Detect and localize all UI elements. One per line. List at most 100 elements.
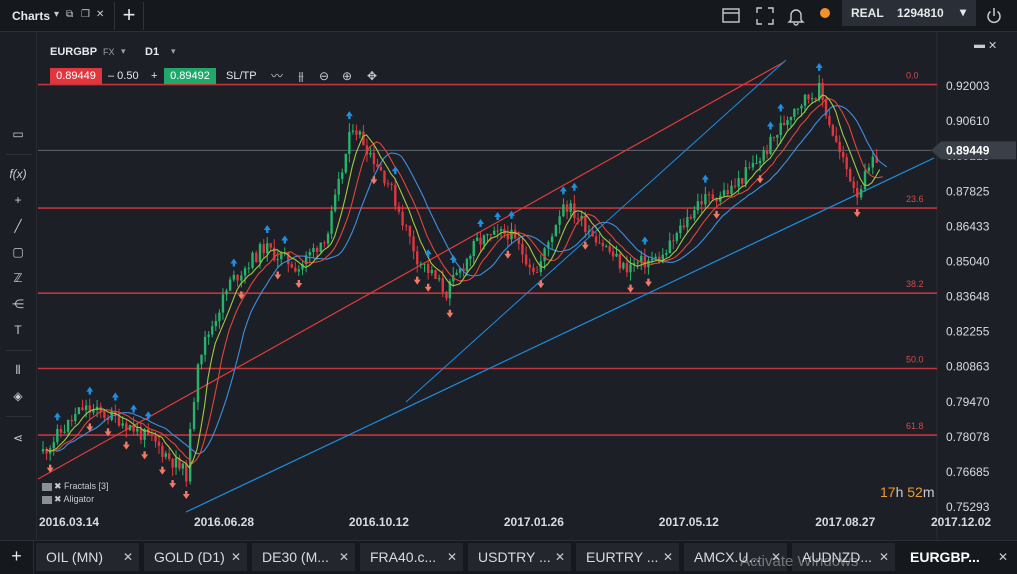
text-icon[interactable]: T bbox=[14, 323, 22, 337]
candle-body bbox=[722, 190, 726, 196]
candle-body bbox=[565, 204, 569, 212]
timeframe-selector[interactable]: D1 bbox=[145, 46, 160, 58]
fractal-up-arrow bbox=[391, 166, 399, 175]
close-icon[interactable]: ✕ bbox=[338, 550, 349, 564]
candle-body bbox=[132, 425, 135, 432]
candle-body bbox=[821, 82, 824, 100]
fractal-up-arrow bbox=[263, 224, 271, 233]
fractal-down-arrow bbox=[46, 464, 54, 473]
tab-oil[interactable]: OIL (MN) ✕ bbox=[36, 543, 140, 571]
layout-icon[interactable] bbox=[721, 6, 741, 26]
tab-eurtry[interactable]: EURTRY ... ✕ bbox=[576, 543, 680, 571]
candle-body bbox=[150, 434, 154, 437]
chart-panel[interactable]: 0.920030.906100.892180.878250.864330.850… bbox=[38, 32, 1017, 540]
candle-body bbox=[748, 167, 751, 169]
indicators-icon[interactable]: ⫴ bbox=[15, 363, 21, 377]
sell-button[interactable]: 0.89449 bbox=[50, 68, 102, 84]
legend-fractals[interactable]: ✖ Fractals [3] bbox=[42, 481, 109, 492]
trendline-icon[interactable]: ╱ bbox=[14, 219, 22, 233]
close-icon[interactable]: ✕ bbox=[662, 550, 673, 564]
buy-button[interactable]: 0.89492 bbox=[164, 68, 216, 84]
zoom-out-icon[interactable]: ⊖ bbox=[318, 69, 330, 83]
fractal-down-arrow bbox=[274, 271, 282, 280]
tab-gold[interactable]: GOLD (D1) ✕ bbox=[144, 543, 248, 571]
candles-icon[interactable]: ⫵ bbox=[298, 69, 304, 83]
crosshair-icon[interactable]: + bbox=[14, 193, 22, 207]
legend-alligator[interactable]: ✖ Aligator bbox=[42, 494, 94, 505]
fractal-up-arrow bbox=[144, 411, 152, 420]
close-icon[interactable]: ✕ bbox=[878, 550, 889, 564]
candle-body bbox=[661, 254, 664, 263]
candle-body bbox=[643, 255, 647, 268]
close-icon[interactable]: ✕ bbox=[230, 550, 241, 564]
zoom-in-icon[interactable]: ⊕ bbox=[341, 69, 353, 83]
fractal-up-arrow bbox=[281, 235, 289, 244]
maximize-icon[interactable]: ▬ bbox=[974, 39, 985, 51]
layers-icon[interactable]: ◈ bbox=[13, 389, 23, 403]
settings-icon[interactable] bbox=[42, 482, 52, 491]
candle-body bbox=[863, 171, 867, 190]
plus-icon[interactable]: + bbox=[151, 70, 158, 82]
candle-body bbox=[63, 431, 66, 433]
candle-body bbox=[455, 272, 458, 275]
account-selector[interactable]: REAL 1294810 ▾ bbox=[842, 0, 976, 26]
remove-icon[interactable]: ✖ bbox=[54, 494, 64, 504]
rectangle-icon[interactable]: ▢ bbox=[12, 245, 24, 259]
close-icon[interactable]: ✕ bbox=[122, 550, 133, 564]
candle-body bbox=[139, 428, 143, 440]
fibonacci-icon[interactable]: ℤ bbox=[13, 271, 23, 285]
bell-icon[interactable] bbox=[786, 6, 806, 26]
candle-body bbox=[584, 215, 587, 232]
popout-icon[interactable]: ⧉ bbox=[66, 9, 74, 20]
candle-body bbox=[157, 441, 161, 446]
add-chart-button[interactable]: + bbox=[114, 2, 144, 30]
y-tick-label: 0.86433 bbox=[946, 219, 990, 233]
candle-body bbox=[493, 230, 496, 235]
sltp-button[interactable]: SL/TP bbox=[226, 70, 257, 82]
tab-amcx[interactable]: AMCX.U... ✕ bbox=[684, 543, 788, 571]
close-icon[interactable]: ✕ bbox=[96, 9, 105, 20]
candle-body bbox=[779, 122, 782, 136]
close-icon[interactable]: ✕ bbox=[997, 550, 1008, 564]
candle-body bbox=[251, 252, 254, 268]
charts-menu[interactable]: Charts bbox=[12, 9, 51, 23]
tab-usdtry[interactable]: USDTRY ... ✕ bbox=[468, 543, 572, 571]
candle-body bbox=[707, 194, 711, 196]
fractal-down-arrow bbox=[141, 451, 149, 460]
chevron-down-icon[interactable]: ▾ bbox=[121, 46, 126, 56]
share-icon[interactable]: ⋖ bbox=[12, 431, 24, 445]
fibonacci-level-label: 38.2 bbox=[906, 279, 924, 289]
add-tab-button[interactable]: + bbox=[0, 541, 34, 574]
chevron-down-icon[interactable]: ▾ bbox=[54, 9, 60, 20]
top-bar: Charts ▾ ⧉ ❐ ✕ + REAL 1294810 ▾ bbox=[0, 0, 1017, 32]
function-icon[interactable]: f(x) bbox=[9, 167, 27, 181]
tab-eurgbp[interactable]: EURGBP... ✕ bbox=[900, 543, 1015, 571]
fullscreen-icon[interactable] bbox=[755, 6, 775, 26]
close-icon[interactable]: ✕ bbox=[988, 40, 998, 52]
price-chart[interactable]: 0.920030.906100.892180.878250.864330.850… bbox=[38, 32, 1017, 540]
fan-icon[interactable]: ⋲ bbox=[12, 297, 24, 311]
line-chart-icon[interactable]: 〰 bbox=[270, 69, 283, 83]
symbol-selector[interactable]: EURGBP bbox=[50, 46, 98, 58]
fractal-down-arrow bbox=[644, 278, 652, 287]
move-icon[interactable]: ✥ bbox=[366, 69, 378, 83]
tab-audnzd[interactable]: AUDNZD... ✕ bbox=[792, 543, 896, 571]
chart-type-icon[interactable]: ▭ bbox=[12, 127, 24, 141]
tab-de30[interactable]: DE30 (M... ✕ bbox=[252, 543, 356, 571]
candle-body bbox=[605, 246, 608, 248]
close-icon[interactable]: ✕ bbox=[770, 550, 781, 564]
candle-body bbox=[543, 248, 546, 262]
candle-body bbox=[528, 264, 531, 268]
power-icon[interactable] bbox=[984, 6, 1004, 26]
tab-fra40[interactable]: FRA40.c... ✕ bbox=[360, 543, 464, 571]
close-icon[interactable]: ✕ bbox=[554, 550, 565, 564]
tab-label: AUDNZD... bbox=[802, 549, 872, 565]
chevron-down-icon[interactable]: ▾ bbox=[171, 46, 176, 56]
settings-icon[interactable] bbox=[42, 495, 52, 504]
candle-body bbox=[171, 458, 174, 468]
restore-icon[interactable]: ❐ bbox=[81, 9, 90, 20]
candle-body bbox=[845, 157, 848, 170]
fractal-down-arrow bbox=[853, 209, 861, 218]
close-icon[interactable]: ✕ bbox=[446, 550, 457, 564]
remove-icon[interactable]: ✖ bbox=[54, 481, 65, 491]
